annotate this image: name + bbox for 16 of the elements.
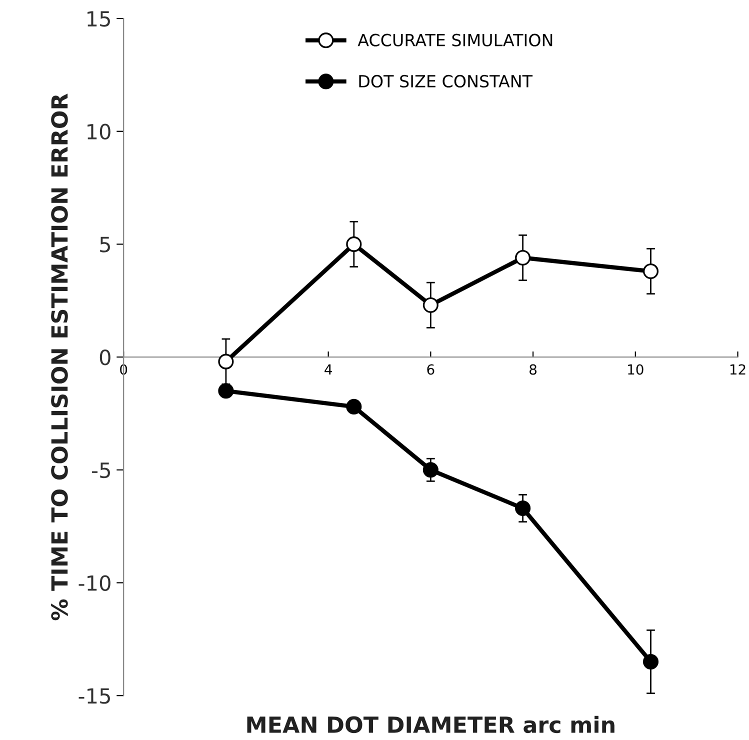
y-tick-label: -5 [92, 462, 110, 478]
y-tick-label: 10 [88, 124, 110, 140]
y-tick-label: -10 [78, 575, 110, 591]
x-tick-label: 12 [730, 364, 746, 375]
x-tick-label: 10 [628, 364, 644, 375]
y-tick-label: 5 [100, 236, 110, 252]
y-tick-label: -15 [78, 688, 110, 704]
x-tick-label: 4 [324, 364, 332, 375]
y-axis-title: % TIME TO COLLISION ESTIMATION ERROR [51, 94, 68, 620]
x-tick-label: 6 [427, 364, 434, 375]
x-tick-label: 0 [120, 364, 128, 375]
y-tick-label: 15 [88, 11, 110, 27]
x-axis-title: MEAN DOT DIAMETER arc min [247, 716, 614, 734]
x-tick-label: 8 [530, 364, 537, 375]
legend-label: ACCURATE SIMULATION [358, 34, 552, 46]
legend-label: DOT SIZE CONSTANT [359, 74, 533, 88]
